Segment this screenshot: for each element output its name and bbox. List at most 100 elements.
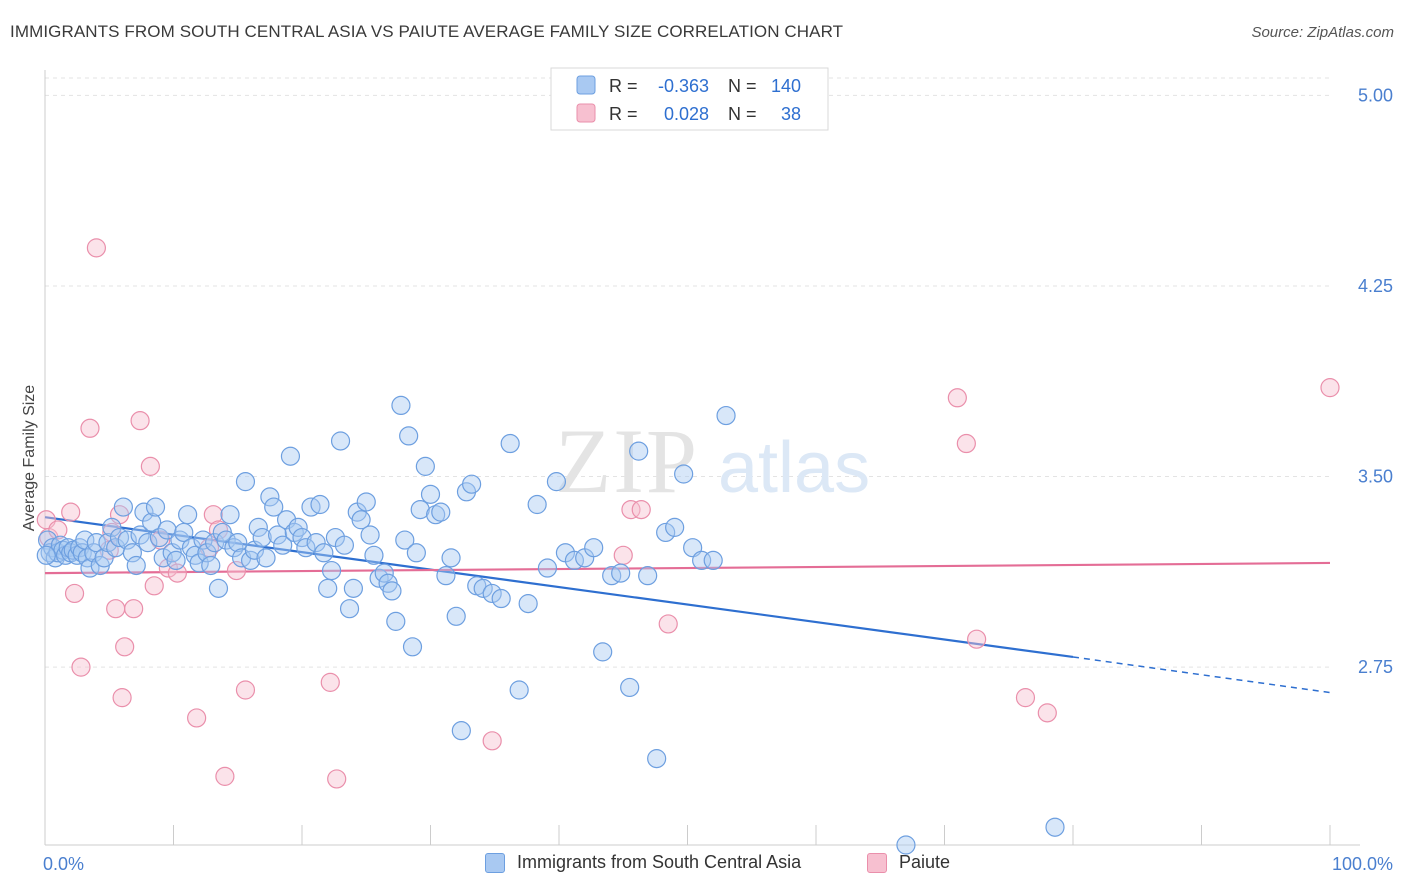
point-paiute: [482, 731, 502, 751]
point-immigrants: [406, 543, 426, 563]
point-paiute: [158, 558, 178, 578]
point-immigrants: [330, 431, 351, 451]
point-immigrants: [248, 517, 268, 537]
point-immigrants: [364, 545, 384, 565]
point-immigrants: [647, 749, 667, 769]
legend-swatch-pink: [867, 852, 887, 873]
legend-item-paiute: Paiute: [867, 852, 950, 873]
point-paiute: [86, 238, 107, 258]
point-immigrants: [674, 464, 694, 484]
point-paiute: [140, 456, 160, 476]
point-paiute: [124, 599, 144, 619]
point-paiute: [621, 499, 641, 520]
point-immigrants: [473, 578, 493, 598]
point-paiute: [631, 499, 651, 520]
legend-r-value: -0.363: [658, 76, 709, 96]
point-immigrants: [527, 494, 547, 515]
point-paiute: [187, 708, 207, 728]
trend-line-extension: [1072, 656, 1331, 694]
point-immigrants: [224, 538, 244, 558]
tick-labels: 5.00 4.25 3.50 2.75 0.0% 100.0%: [43, 85, 1393, 874]
point-immigrants: [382, 581, 402, 601]
point-immigrants: [126, 555, 146, 576]
point-immigrants: [431, 502, 451, 522]
point-paiute: [112, 688, 132, 708]
point-immigrants: [318, 578, 338, 598]
point-immigrants: [267, 525, 288, 545]
point-immigrants: [343, 578, 363, 598]
point-immigrants: [166, 550, 186, 571]
point-immigrants: [264, 497, 284, 517]
point-immigrants: [36, 545, 56, 565]
point-immigrants: [716, 405, 736, 426]
point-immigrants: [321, 560, 342, 581]
point-paiute: [64, 583, 85, 604]
point-immigrants: [292, 527, 312, 548]
point-paiute: [215, 766, 235, 786]
point-paiute: [144, 576, 164, 596]
point-immigrants: [86, 533, 107, 553]
point-immigrants: [399, 426, 419, 446]
point-immigrants: [509, 680, 529, 700]
point-immigrants: [50, 535, 71, 555]
point-immigrants: [228, 533, 248, 553]
point-immigrants: [391, 395, 411, 416]
point-immigrants: [351, 510, 371, 530]
point-immigrants: [334, 535, 355, 555]
point-immigrants: [500, 433, 520, 454]
point-immigrants: [462, 474, 482, 494]
point-immigrants: [339, 599, 360, 619]
point-immigrants: [197, 543, 217, 563]
point-immigrants: [395, 530, 415, 550]
legend-swatch-blue: [485, 852, 505, 873]
legend-r-value: 0.028: [664, 104, 709, 124]
point-immigrants: [410, 499, 430, 520]
legend-label: Paiute: [899, 852, 951, 872]
point-paiute: [130, 411, 150, 431]
point-immigrants: [446, 606, 466, 626]
point-paiute: [235, 680, 256, 700]
point-immigrants: [386, 611, 406, 631]
point-immigrants: [241, 550, 261, 571]
point-immigrants: [703, 550, 723, 571]
point-immigrants: [420, 484, 441, 504]
y-tick-label: 4.25: [1358, 276, 1393, 296]
legend-n-value: 38: [781, 104, 801, 124]
point-paiute: [106, 599, 126, 619]
point-immigrants: [451, 721, 471, 741]
point-immigrants: [113, 497, 133, 517]
point-immigrants: [491, 588, 511, 609]
x-tick-label: 0.0%: [43, 854, 84, 874]
y-tick-label: 5.00: [1358, 85, 1393, 105]
point-immigrants: [138, 533, 158, 553]
point-immigrants: [205, 533, 225, 553]
point-immigrants: [296, 538, 316, 558]
point-immigrants: [252, 527, 272, 548]
point-immigrants: [1045, 817, 1065, 837]
point-paiute: [1037, 703, 1057, 723]
point-immigrants: [280, 446, 301, 466]
point-paiute: [115, 637, 135, 657]
point-immigrants: [260, 487, 280, 507]
point-immigrants: [220, 505, 240, 525]
legend-swatch-blue: [576, 75, 596, 95]
watermark-zip: ZIP: [555, 410, 699, 512]
trend-line-paiute: [44, 561, 1331, 575]
point-immigrants: [189, 553, 209, 573]
point-immigrants: [288, 517, 308, 537]
point-immigrants: [178, 505, 198, 525]
point-immigrants: [117, 530, 137, 550]
point-immigrants: [145, 497, 166, 517]
legend-n-label: N =: [728, 104, 757, 124]
point-immigrants: [360, 525, 380, 545]
point-immigrants: [157, 520, 177, 540]
point-immigrants: [426, 505, 446, 525]
point-immigrants: [896, 835, 916, 855]
legend-item-immigrants: Immigrants from South Central Asia: [485, 852, 801, 873]
point-immigrants: [306, 533, 326, 553]
point-paiute: [1320, 378, 1340, 398]
point-immigrants: [546, 472, 567, 492]
point-paiute: [658, 614, 678, 634]
point-paiute: [1015, 688, 1036, 708]
